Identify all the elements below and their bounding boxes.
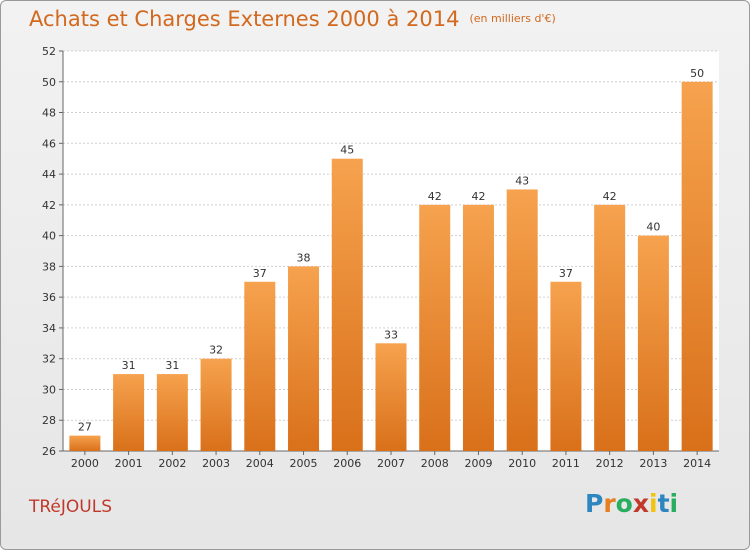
logo-letter: o bbox=[615, 489, 633, 518]
logo-letter: P bbox=[585, 489, 604, 518]
x-tick-label: 2002 bbox=[158, 457, 186, 470]
y-tick-label: 42 bbox=[42, 199, 56, 212]
x-tick-label: 2007 bbox=[377, 457, 405, 470]
bar bbox=[69, 435, 101, 451]
bar bbox=[113, 374, 145, 451]
x-tick-label: 2014 bbox=[683, 457, 711, 470]
y-tick-label: 40 bbox=[42, 230, 56, 243]
bar-value-label: 33 bbox=[384, 328, 398, 341]
x-tick-label: 2010 bbox=[508, 457, 536, 470]
logo-letter: t bbox=[657, 489, 670, 518]
y-tick-label: 50 bbox=[42, 76, 56, 89]
bar bbox=[550, 281, 582, 451]
bar-value-label: 37 bbox=[253, 267, 267, 280]
x-tick-label: 2008 bbox=[421, 457, 449, 470]
bar-value-label: 42 bbox=[603, 190, 617, 203]
bar bbox=[244, 281, 276, 451]
bar-value-label: 31 bbox=[165, 359, 179, 372]
x-tick-label: 2001 bbox=[115, 457, 143, 470]
x-tick-label: 2000 bbox=[71, 457, 99, 470]
y-tick-label: 30 bbox=[42, 383, 56, 396]
y-tick-label: 38 bbox=[42, 260, 56, 273]
bar bbox=[594, 204, 626, 451]
y-tick-label: 36 bbox=[42, 291, 56, 304]
x-tick-label: 2005 bbox=[290, 457, 318, 470]
y-tick-label: 34 bbox=[42, 322, 56, 335]
x-tick-label: 2006 bbox=[333, 457, 361, 470]
logo-letter: i bbox=[669, 489, 679, 518]
logo-letter: r bbox=[603, 489, 616, 518]
bar-value-label: 43 bbox=[515, 174, 529, 187]
bar bbox=[681, 81, 713, 452]
y-tick-label: 32 bbox=[42, 353, 56, 366]
bar-value-label: 31 bbox=[122, 359, 136, 372]
bar bbox=[200, 358, 232, 451]
x-tick-label: 2011 bbox=[552, 457, 580, 470]
bar bbox=[375, 343, 407, 451]
bar-value-label: 27 bbox=[78, 421, 92, 434]
bar-value-label: 38 bbox=[297, 251, 311, 264]
bar bbox=[419, 204, 451, 451]
bar bbox=[462, 204, 494, 451]
x-tick-label: 2013 bbox=[639, 457, 667, 470]
y-tick-label: 52 bbox=[42, 45, 56, 58]
bar-value-label: 50 bbox=[690, 67, 704, 80]
x-tick-label: 2012 bbox=[596, 457, 624, 470]
y-tick-label: 44 bbox=[42, 168, 56, 181]
y-tick-label: 46 bbox=[42, 137, 56, 150]
bar-value-label: 42 bbox=[471, 190, 485, 203]
bar-value-label: 32 bbox=[209, 344, 223, 357]
logo-letter: i bbox=[649, 489, 658, 518]
bar bbox=[156, 374, 188, 451]
bar-value-label: 45 bbox=[340, 144, 354, 157]
bar bbox=[637, 235, 669, 451]
bar-value-label: 42 bbox=[428, 190, 442, 203]
bar bbox=[331, 158, 363, 451]
chart-unit: (en milliers d'€) bbox=[469, 12, 556, 25]
y-tick-label: 28 bbox=[42, 414, 56, 427]
chart-title-block: Achats et Charges Externes 2000 à 2014 (e… bbox=[29, 7, 556, 31]
y-tick-label: 26 bbox=[42, 445, 56, 458]
bar bbox=[506, 189, 538, 451]
logo-letter: x bbox=[632, 489, 649, 518]
chart-title: Achats et Charges Externes 2000 à 2014 bbox=[29, 7, 460, 31]
x-tick-label: 2004 bbox=[246, 457, 274, 470]
bar-value-label: 37 bbox=[559, 267, 573, 280]
commune-name: TRéJOULS bbox=[29, 497, 112, 517]
bar bbox=[288, 266, 320, 451]
proxiti-logo: Proxiti bbox=[585, 489, 678, 518]
y-tick-label: 48 bbox=[42, 107, 56, 120]
x-tick-label: 2009 bbox=[464, 457, 492, 470]
bar-value-label: 40 bbox=[646, 221, 660, 234]
x-tick-label: 2003 bbox=[202, 457, 230, 470]
